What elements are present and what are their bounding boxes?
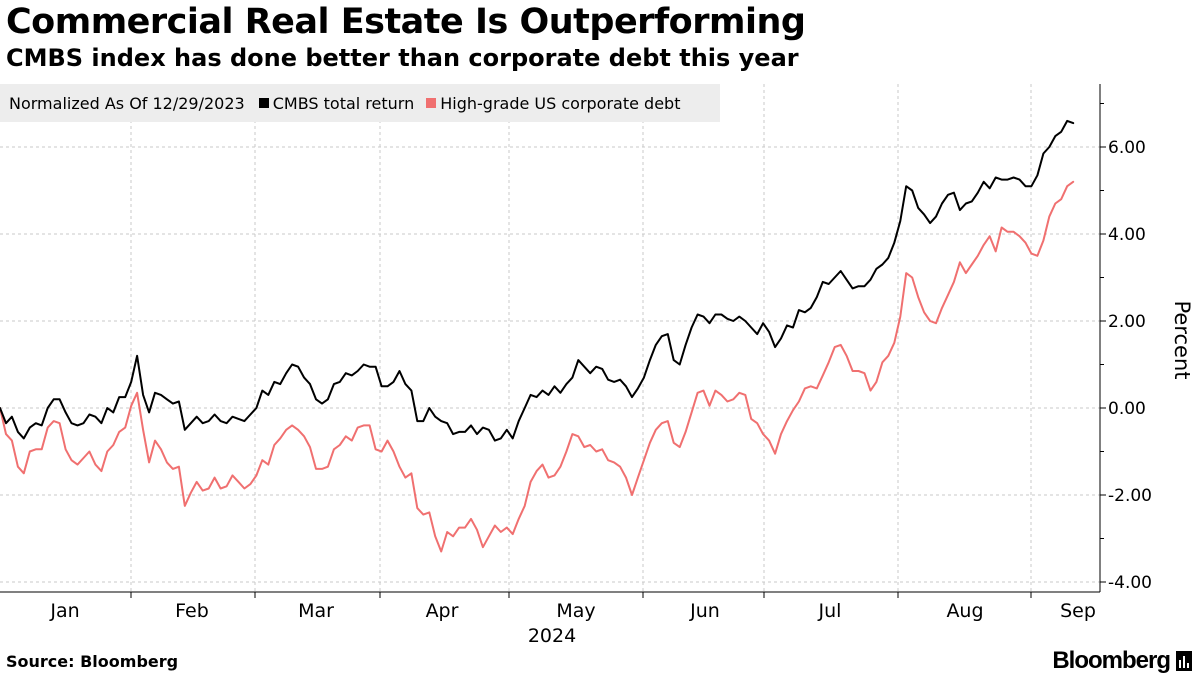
legend-normalized-note: Normalized As Of 12/29/2023	[9, 93, 245, 113]
legend-item-corporate-debt: High-grade US corporate debt	[426, 94, 680, 113]
y-tick-label: 6.00	[1108, 138, 1146, 158]
chart-title: Commercial Real Estate Is Outperforming	[6, 2, 806, 42]
bar-chart-icon	[1176, 651, 1192, 671]
source-note: Source: Bloomberg	[6, 652, 179, 671]
x-tick-label: Apr	[426, 600, 459, 622]
legend-label-corporate-debt: High-grade US corporate debt	[440, 93, 681, 113]
x-tick-label: Sep	[1060, 600, 1096, 622]
y-tick-label: 4.00	[1108, 225, 1146, 245]
legend-item-cmbs: CMBS total return	[258, 93, 415, 113]
chart-subtitle: CMBS index has done better than corporat…	[6, 44, 799, 72]
legend-swatch-corporate-debt	[426, 98, 437, 108]
legend-label-cmbs: CMBS total return	[272, 93, 415, 113]
brand-name: Bloomberg	[1052, 647, 1171, 674]
x-tick-label: Mar	[298, 600, 334, 622]
x-tick-label: Feb	[175, 600, 209, 622]
x-tick-label: Jan	[49, 600, 79, 622]
series-line-corporate-debt	[0, 180, 1075, 553]
y-tick-label: 2.00	[1108, 312, 1146, 332]
y-axis-label: Percent	[1170, 300, 1194, 379]
y-tick-label: -4.00	[1108, 573, 1152, 593]
y-tick-label: 0.00	[1108, 399, 1146, 419]
series-line-cmbs	[0, 119, 1075, 442]
x-tick-label: Jul	[818, 600, 842, 622]
x-tick-label: May	[556, 600, 595, 622]
x-tick-label: Aug	[946, 600, 983, 622]
y-tick-label: -2.00	[1108, 486, 1152, 506]
x-axis-year-label: 2024	[528, 625, 576, 647]
x-tick-label: Jun	[689, 600, 720, 622]
chart-legend: Normalized As Of 12/29/2023 CMBS total r…	[0, 84, 720, 122]
brand-logo: Bloomberg	[1052, 647, 1192, 675]
legend-swatch-cmbs	[258, 98, 269, 108]
